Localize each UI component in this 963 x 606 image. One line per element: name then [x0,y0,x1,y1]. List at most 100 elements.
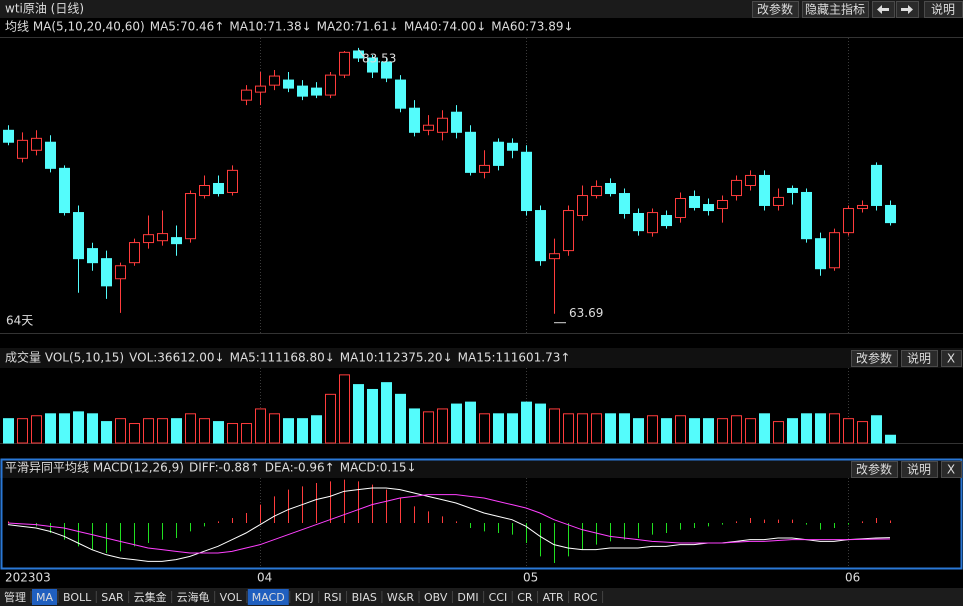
volume-bar [829,413,840,444]
volume-bar [353,384,364,444]
button-label[interactable]: X [947,463,955,477]
volume-bar [549,408,560,444]
candle-body [395,79,406,109]
tab[interactable]: DMI [457,591,478,604]
volume-bar [115,418,126,444]
volume-bar [367,388,378,444]
tab[interactable]: MA [36,591,53,604]
tab[interactable]: BIAS [352,591,377,604]
button-label[interactable]: 改参数 [856,351,892,366]
volume-bar [143,418,154,444]
button[interactable] [851,350,898,367]
indicator-value: MA15:111601.73↑ [458,351,571,365]
date-label: 05 [523,571,538,585]
volume-bar [255,408,266,444]
tab[interactable]: ROC [574,591,598,604]
candle-body [675,197,686,219]
button[interactable] [752,1,799,18]
tab[interactable]: ATR [543,591,564,604]
tab[interactable]: MACD [252,591,285,604]
volume-bar [787,418,798,444]
volume-bar [157,418,168,444]
button-label[interactable]: 说明 [907,462,931,477]
volume-bar [213,421,224,444]
volume-bar [815,413,826,444]
volume-bar [521,401,532,444]
indicator-value: MA10:71.38↓ [229,20,311,34]
button[interactable] [901,461,938,478]
candle-body [101,258,112,287]
candle-body [255,85,266,93]
candle-body [423,124,434,131]
macd-header [0,459,963,478]
candle-body [31,137,42,151]
candle-body [647,212,658,234]
button[interactable] [941,461,962,478]
tab[interactable]: 云集金 [134,590,167,604]
tab[interactable]: 云海龟 [177,590,210,604]
button-label[interactable]: 说明 [931,2,955,17]
volume-bar [283,418,294,444]
volume-bar [605,413,616,444]
tab[interactable]: OBV [424,591,448,604]
volume-bar [17,418,28,444]
candle-body [871,164,882,206]
candle-body [269,75,280,86]
tab-bg[interactable] [247,589,289,605]
volume-bar [801,413,812,444]
button[interactable] [941,350,962,367]
indicator-value: MA20:71.61↓ [317,20,399,34]
candle-body [703,204,714,212]
tab-bar [0,588,963,606]
button-label[interactable]: 改参数 [757,2,793,17]
tab[interactable]: CCI [489,591,508,604]
tab[interactable]: KDJ [295,591,314,604]
tab[interactable]: SAR [101,591,124,604]
candle-body [549,253,560,260]
candle-body [829,232,840,269]
volume-bar [535,403,546,444]
candle-body [577,195,588,217]
button[interactable] [802,1,869,18]
button[interactable] [851,461,898,478]
volume-bar [227,423,238,444]
candle-body [451,111,462,133]
volume-bar [843,418,854,444]
candle-body [689,195,700,208]
tab[interactable]: BOLL [63,591,92,604]
tab[interactable]: RSI [324,591,342,604]
volume-bar [311,415,322,444]
candle-body [325,74,336,96]
button-label[interactable]: 改参数 [856,462,892,477]
volume-bar [437,408,448,444]
candle-body [745,174,756,186]
tab[interactable]: 管理 [4,590,26,604]
candle-body [479,164,490,173]
arrow-left-icon[interactable] [877,5,889,14]
tab-bg[interactable] [32,589,58,605]
candle-body [17,139,28,159]
indicator-value: DEA:-0.96↑ [265,461,335,475]
candle-body [381,61,392,79]
button-label[interactable]: 隐藏主指标 [805,2,865,17]
volume-bar [633,418,644,444]
tab[interactable]: W&R [387,591,414,604]
candle-body [367,57,378,73]
indicator-value: MA40:74.00↓ [404,20,486,34]
volume-bar [339,374,350,444]
low-label: 63.69 [569,306,603,320]
arrow-right-icon[interactable] [901,5,913,14]
tab[interactable]: CR [517,591,533,604]
candle-body [773,196,784,206]
button-label[interactable]: 说明 [907,351,931,366]
button[interactable] [901,350,938,367]
volume-bar [451,403,462,444]
button-label[interactable]: X [947,352,955,366]
window-title: wti原油 (日线) [5,2,84,16]
tab[interactable]: VOL [220,591,243,604]
top-bar [0,0,963,18]
candle-body [535,210,546,262]
volume-bar [619,413,630,444]
